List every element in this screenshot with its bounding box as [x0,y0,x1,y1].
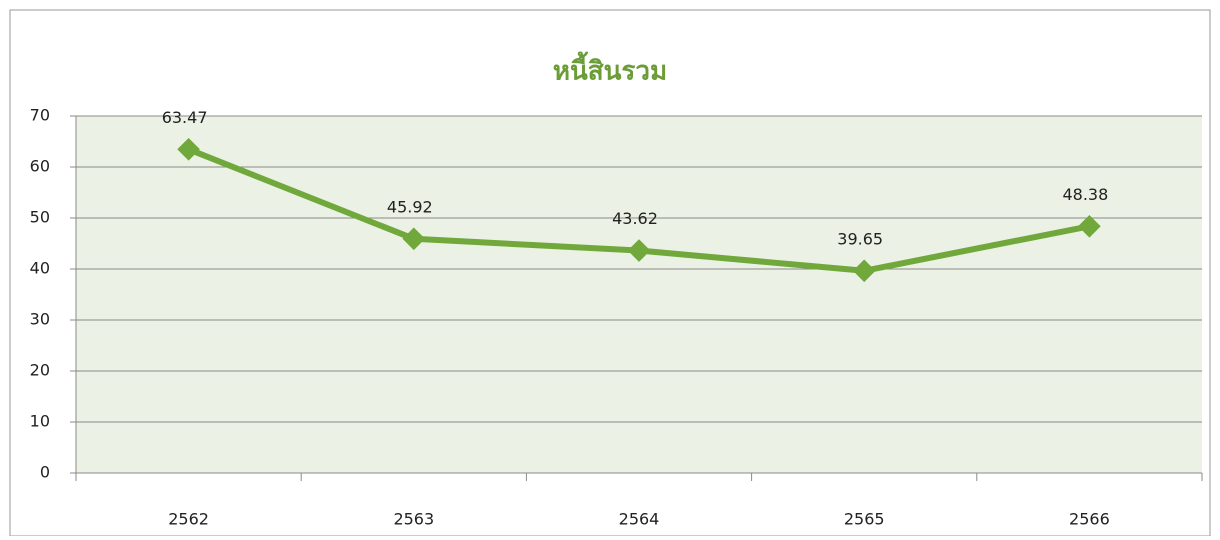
x-tick-label: 2564 [619,510,660,529]
data-label: 39.65 [837,229,883,248]
y-tick-label: 50 [30,208,50,227]
data-label: 45.92 [387,197,433,216]
marker [852,259,876,283]
y-tick-label: 30 [30,310,50,329]
x-tick-label: 2562 [168,510,209,529]
y-tick-label: 40 [30,259,50,278]
data-label: 43.62 [612,209,658,228]
y-tick-label: 60 [30,157,50,176]
y-tick-label: 70 [30,106,50,125]
x-tick-label: 2565 [844,510,885,529]
chart-title: หนี้สินรวม [553,51,667,87]
plot-area [76,116,1202,473]
x-tick-label: 2566 [1069,510,1110,529]
y-tick-label: 10 [30,412,50,431]
data-label: 48.38 [1062,185,1108,204]
data-label: 63.47 [162,108,208,127]
x-tick-label: 2563 [393,510,434,529]
y-tick-label: 0 [40,463,50,482]
y-tick-label: 20 [30,361,50,380]
